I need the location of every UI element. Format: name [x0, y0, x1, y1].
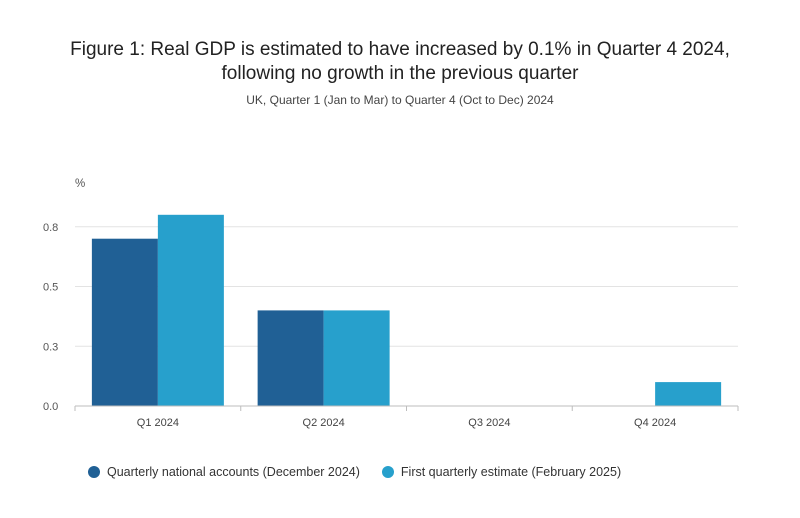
y-tick-label: 0.0 [43, 401, 58, 413]
x-tick-label: Q2 2024 [303, 417, 345, 429]
bar-1-q2-2024 [257, 310, 324, 406]
chart-title: Figure 1: Real GDP is estimated to have … [70, 39, 730, 84]
bar-2-q4-2024 [655, 382, 722, 406]
bar-1-q1-2024 [91, 238, 158, 406]
legend-label-series-2: First quarterly estimate (February 2025) [400, 465, 622, 479]
y-tick-label: 0.5 [43, 282, 58, 294]
y-tick-label: 0.8 [43, 222, 58, 234]
bars [91, 214, 722, 406]
chart-subtitle: UK, Quarter 1 (Jan to Mar) to Quarter 4 … [246, 93, 554, 107]
legend-item-series-2: First quarterly estimate (February 2025) [381, 465, 622, 479]
bar-2-q2-2024 [323, 310, 390, 406]
x-tick-label: Q4 2024 [634, 417, 676, 429]
y-axis-unit-label: % [75, 178, 85, 190]
x-tick-label: Q3 2024 [468, 417, 510, 429]
legend-item-series-1: Quarterly national accounts (December 20… [88, 465, 360, 479]
legend-label-series-1: Quarterly national accounts (December 20… [107, 465, 360, 479]
legend-swatch-series-1 [88, 466, 100, 478]
x-axis: Q1 2024 Q2 2024 Q3 2024 Q4 2024 [74, 405, 739, 429]
x-tick-label: Q1 2024 [137, 417, 179, 429]
y-tick-label: 0.3 [43, 341, 58, 353]
bar-2-q1-2024 [157, 214, 224, 406]
legend-swatch-series-2 [381, 466, 394, 478]
chart-legend: Quarterly national accounts (December 20… [88, 465, 643, 479]
